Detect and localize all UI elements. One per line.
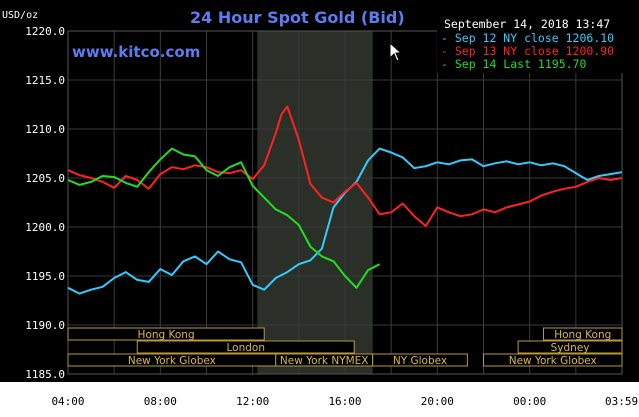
y-tick-label-1: 1215.0 — [25, 74, 65, 87]
x-tick-gmt-3: 16:00 — [328, 395, 361, 408]
session-label-7: New York Globex — [509, 355, 597, 367]
x-tick-ny-5: 20:00 — [513, 381, 546, 394]
y-tick-label-2: 1210.0 — [25, 123, 65, 136]
session-label-4: NY Globex — [393, 355, 447, 367]
y-tick-label-6: 1190.0 — [25, 319, 65, 332]
x-tick-ny-4: 16:00 — [421, 381, 454, 394]
session-label-6: Sydney — [551, 342, 590, 354]
y-tick-label-5: 1195.0 — [25, 270, 65, 283]
session-bar-5 — [543, 327, 623, 341]
brand-link[interactable]: www.kitco.com — [72, 43, 201, 61]
x-tick-ny-6: 23:59 — [605, 381, 638, 394]
x-tick-gmt-6: 03:59 — [605, 395, 638, 408]
y-tick-label-0: 1220.0 — [25, 25, 65, 38]
x-tick-gmt-5: 00:00 — [513, 395, 546, 408]
session-label-3: New York NYMEX — [280, 355, 369, 367]
x-tick-gmt-0: 04:00 — [51, 395, 84, 408]
legend-entry-sep12: - Sep 12 NY close 1206.10 — [441, 31, 615, 45]
y-tick-label-7: 1185.0 — [25, 368, 65, 381]
session-bar-7 — [483, 353, 623, 367]
legend: September 14, 2018 13:47 - Sep 12 NY clo… — [437, 15, 633, 73]
cursor-arrow-icon — [389, 42, 403, 62]
x-row-label-ny: NY Time — [2, 383, 44, 394]
x-tick-gmt-2: 12:00 — [236, 395, 269, 408]
shaded-session-band — [257, 31, 373, 374]
legend-entry-sep14: - Sep 14 Last 1195.70 — [441, 57, 587, 71]
plot-border — [67, 30, 623, 375]
session-label-2: New York Globex — [128, 355, 216, 367]
session-bar-4 — [372, 353, 468, 367]
session-bar-1 — [136, 340, 355, 354]
session-bar-6 — [517, 340, 623, 354]
session-label-1: London — [226, 342, 265, 354]
x-tick-ny-3: 12:00 — [328, 381, 361, 394]
x-tick-ny-0: 00:00 — [51, 381, 84, 394]
x-row-label-gmt: GMT — [14, 397, 32, 408]
series-line-1 — [67, 105, 623, 227]
x-tick-ny-1: 04:00 — [144, 381, 177, 394]
y-axis-unit: USD/oz — [2, 10, 39, 21]
y-tick-label-3: 1205.0 — [25, 172, 65, 185]
session-label-0: Hong Kong — [138, 329, 195, 341]
series-line-2 — [67, 147, 381, 289]
chart-title: 24 Hour Spot Gold (Bid) — [190, 8, 405, 27]
session-bar-0 — [67, 327, 265, 341]
session-label-5: Hong Kong — [554, 329, 611, 341]
legend-date: September 14, 2018 13:47 — [444, 17, 611, 31]
x-tick-gmt-1: 08:00 — [144, 395, 177, 408]
y-tick-label-4: 1200.0 — [25, 221, 65, 234]
legend-entry-sep13: - Sep 13 NY close 1200.90 — [441, 44, 615, 58]
x-tick-gmt-4: 20:00 — [421, 395, 454, 408]
x-tick-ny-2: 08:00 — [236, 381, 269, 394]
